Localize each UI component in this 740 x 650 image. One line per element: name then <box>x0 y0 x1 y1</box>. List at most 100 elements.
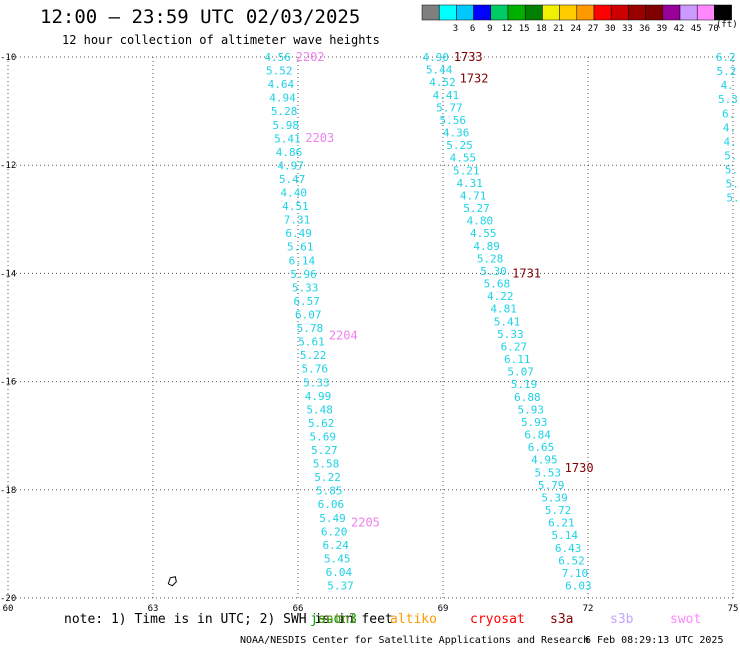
wave-height-label: 5.33 <box>497 328 524 341</box>
wave-height-label: 5.07 <box>507 366 534 379</box>
wave-height-label: 5.22 <box>300 349 327 362</box>
legend-swatch <box>714 4 732 21</box>
wave-height-label: 5.21 <box>453 164 480 177</box>
wave-height-label: 5.37 <box>327 580 354 593</box>
wave-height-label: 4.81 <box>490 303 517 316</box>
legend-tick-label: 33 <box>622 24 633 34</box>
wave-height-label: 4.86 <box>276 146 303 159</box>
wave-height-label: 6.14 <box>289 254 316 267</box>
wave-height-label: 6.88 <box>514 391 541 404</box>
wave-height-label: 5.2 <box>717 65 737 78</box>
legend-tick-label: 15 <box>519 24 530 34</box>
x-tick-label: 75 <box>728 604 739 614</box>
wave-height-label: 5.68 <box>484 278 511 291</box>
legend-tick-label: 70 <box>708 24 719 34</box>
wave-height-label: 5. <box>726 192 739 205</box>
wave-height-label: 5.79 <box>538 479 565 492</box>
wave-height-label: 5.48 <box>306 403 333 416</box>
wave-height-label: 6.57 <box>293 295 320 308</box>
legend-tick-label: 18 <box>536 24 547 34</box>
wave-height-label: 6. <box>722 107 735 120</box>
legend-tick-label: 30 <box>605 24 616 34</box>
wave-height-label: 6.43 <box>555 542 582 555</box>
wave-height-label: 4. <box>723 121 736 134</box>
wave-height-label: 5.76 <box>302 363 329 376</box>
wave-height-label: 6.06 <box>318 498 345 511</box>
wave-height-label: 5.49 <box>319 512 346 525</box>
legend-swatch <box>438 4 457 21</box>
wave-height-label: 5.22 <box>314 471 341 484</box>
x-tick-label: 60 <box>3 604 14 614</box>
sat-label-s3b: s3b <box>610 612 634 627</box>
wave-height-label: 5.77 <box>436 101 463 114</box>
wave-height-label: 6.11 <box>504 353 531 366</box>
wave-height-label: 4.52 <box>429 76 456 89</box>
legend-tick-label: 45 <box>691 24 702 34</box>
wave-height-label: 6.84 <box>524 429 551 442</box>
wave-height-label: 4.55 <box>470 227 497 240</box>
y-tick-label: -14 <box>0 269 16 279</box>
legend-tick-label: 24 <box>570 24 581 34</box>
wave-height-label: 4. <box>721 79 734 92</box>
wave-height-label: 4.89 <box>473 240 500 253</box>
wave-height-label: 5.58 <box>313 458 340 471</box>
wave-height-label: 5.41 <box>274 132 301 145</box>
y-tick-label: -20 <box>0 594 16 604</box>
wave-height-label: 5.27 <box>311 444 338 457</box>
legend-tick-label: 39 <box>656 24 667 34</box>
legend-swatch <box>679 4 698 21</box>
wave-height-label: 4.94 <box>269 92 296 105</box>
wave-height-label: 5.28 <box>477 252 504 265</box>
wave-height-label: 4.97 <box>277 159 304 172</box>
wave-height-label: 4. <box>723 135 736 148</box>
wave-height-label: 6.07 <box>295 309 322 322</box>
legend-swatch <box>542 4 560 21</box>
sat-label-altiko: altiko <box>390 612 437 627</box>
wave-height-label: 5.98 <box>273 119 300 132</box>
wave-height-label: 5.93 <box>518 403 545 416</box>
sat-label-jason3: jason3 <box>310 612 357 627</box>
wave-height-label: 4.41 <box>433 89 460 102</box>
legend-tick-label: 27 <box>588 24 599 34</box>
wave-height-label: 6.20 <box>321 525 348 538</box>
track-time-label: 1732 <box>460 72 489 86</box>
sat-label-swot: swot <box>670 612 702 627</box>
wave-height-label: 5.39 <box>541 491 568 504</box>
wave-height-label: 5.25 <box>446 139 473 152</box>
wave-height-label: 5.45 <box>324 552 351 565</box>
legend-swatch <box>559 4 578 21</box>
sat-label-sntnl: sntnl <box>318 612 358 627</box>
wave-height-label: 5.56 <box>439 114 466 127</box>
wave-height-label: 6.27 <box>501 340 528 353</box>
wave-height-label: 5.33 <box>292 281 319 294</box>
wave-height-label: 5.78 <box>297 322 324 335</box>
legend-swatch <box>696 4 715 21</box>
track-time-label: 2204 <box>329 329 358 343</box>
wave-height-label: 5.3 <box>718 93 738 106</box>
wave-height-label: 6.49 <box>285 227 312 240</box>
wave-height-label: 5.28 <box>271 105 298 118</box>
wave-height-label: 5.53 <box>535 466 562 479</box>
wave-height-label: 4.51 <box>282 200 309 213</box>
wave-height-label: 5.19 <box>511 378 538 391</box>
wave-height-label: 5.62 <box>308 417 335 430</box>
wave-height-label: 4.71 <box>460 189 487 202</box>
wave-height-label: 6.24 <box>322 539 349 552</box>
legend-swatch <box>524 4 543 21</box>
y-tick-label: -16 <box>0 378 16 388</box>
track-time-label: 2205 <box>351 515 380 529</box>
wave-height-label: 4.22 <box>487 290 514 303</box>
legend-swatch <box>593 4 612 21</box>
legend-tick-label: 21 <box>553 24 564 34</box>
track-time-label: 1731 <box>512 266 541 280</box>
legend-swatch <box>473 4 492 21</box>
wave-height-label: 4.99 <box>305 390 332 403</box>
y-tick-label: -12 <box>0 161 16 171</box>
wave-height-label: 4.90 <box>423 51 450 64</box>
legend-tick-label: 36 <box>639 24 650 34</box>
legend-tick-label: 3 <box>453 24 458 34</box>
wave-height-label: 5.69 <box>310 430 337 443</box>
wave-height-label: 5. <box>726 178 739 191</box>
x-tick-label: 63 <box>148 604 159 614</box>
track-time-label: 2202 <box>296 50 325 64</box>
